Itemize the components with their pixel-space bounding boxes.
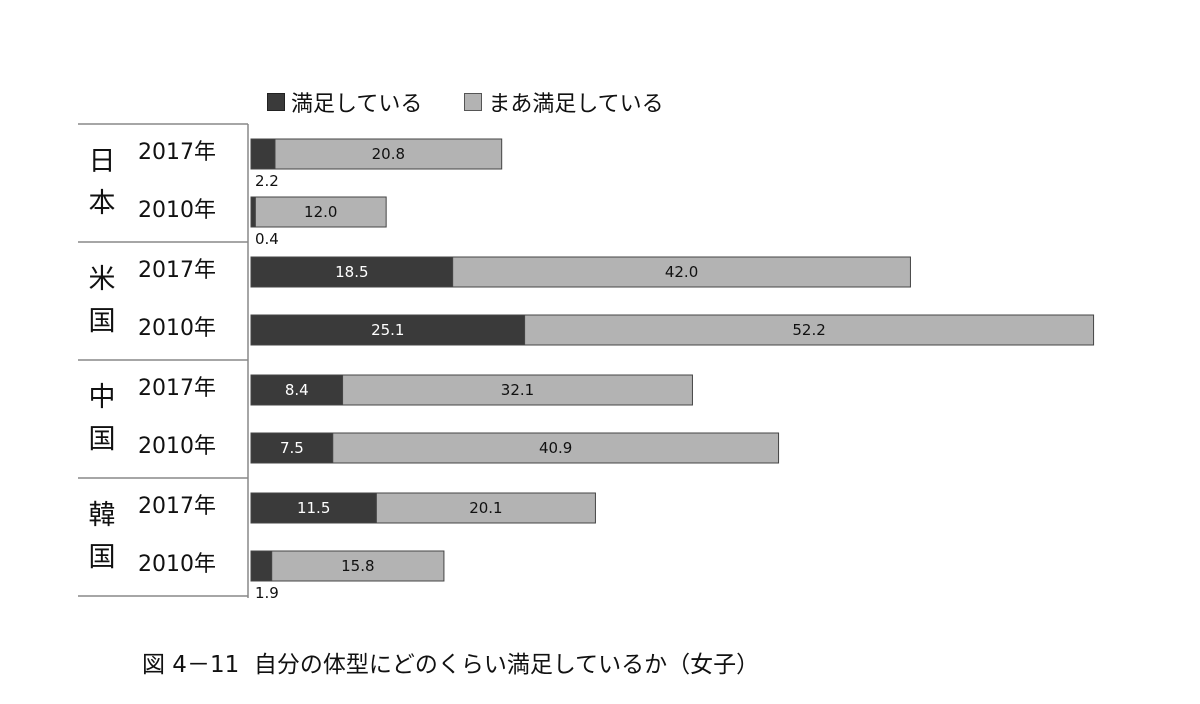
bar-satisfied [250,196,256,228]
data-label: 7.5 [280,439,304,457]
data-label: 52.2 [792,321,825,339]
bar-somewhat-satisfied [254,196,387,228]
bar-somewhat-satisfied [452,256,911,288]
year-label: 2017年 [138,376,216,401]
year-label: 2017年 [138,494,216,519]
data-label: 40.9 [539,439,572,457]
data-label: 20.8 [372,145,405,163]
legend-item-somewhat-satisfied: まあ満足している [464,86,664,118]
data-label: 0.4 [255,230,279,248]
data-label: 25.1 [371,321,404,339]
data-label: 2.2 [255,172,279,190]
country-label: 中国 [88,382,116,455]
legend-label-satisfied: 満足している [291,92,423,117]
data-label: 1.9 [255,584,279,602]
data-label: 42.0 [665,263,698,281]
data-label: 11.5 [297,499,330,517]
year-label: 2010年 [138,316,216,341]
country-label: 韓国 [88,500,116,573]
legend-swatch-somewhat-satisfied [464,93,483,111]
data-label: 18.5 [335,263,368,281]
year-label: 2010年 [138,198,216,223]
country-label: 日本 [88,146,116,219]
year-label: 2010年 [138,552,216,577]
bar-somewhat-satisfied [375,492,596,524]
bar-somewhat-satisfied [342,374,693,406]
data-label: 15.8 [341,557,374,575]
legend: 満足している まあ満足している [267,86,706,118]
country-label: 米国 [88,264,116,337]
data-label: 8.4 [285,381,309,399]
year-label: 2017年 [138,140,216,165]
year-label: 2017年 [138,258,216,283]
legend-item-satisfied: 満足している [267,86,422,118]
bar-satisfied [250,138,276,170]
figure-caption: 図 4－11 自分の体型にどのくらい満足しているか（女子） [142,652,760,678]
data-label: 12.0 [304,203,337,221]
bar-somewhat-satisfied [332,432,780,464]
bar-somewhat-satisfied [524,314,1095,346]
bar-somewhat-satisfied [274,138,503,170]
year-label: 2010年 [138,434,216,459]
legend-swatch-satisfied [267,93,285,111]
bar-satisfied [250,550,273,582]
bar-somewhat-satisfied [271,550,445,582]
legend-label-somewhat-satisfied: まあ満足している [488,92,664,117]
data-label: 20.1 [469,499,502,517]
data-label: 32.1 [501,381,534,399]
